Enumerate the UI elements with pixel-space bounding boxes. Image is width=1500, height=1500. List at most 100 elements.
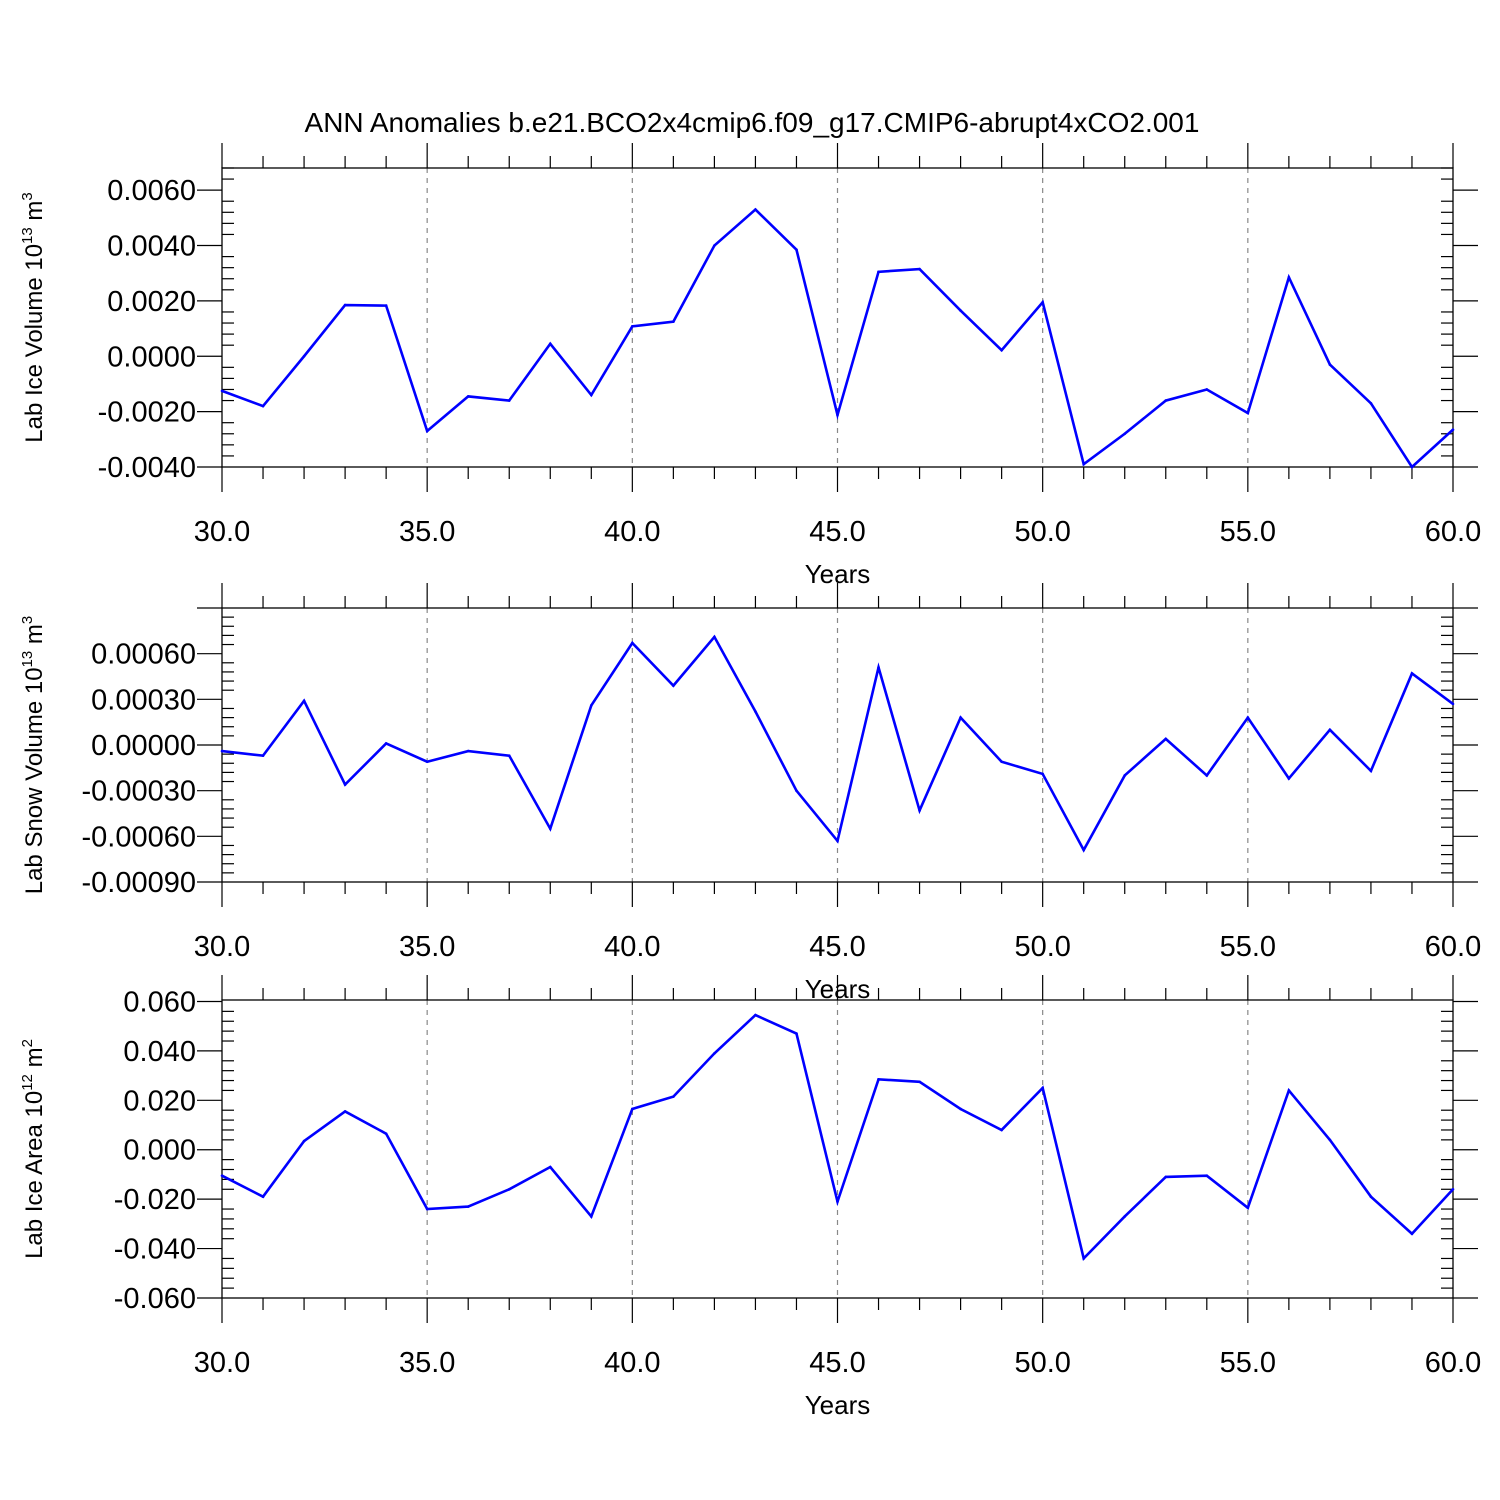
y-label-text: Lab Ice Area 10 [21,1091,48,1259]
y-tick-label: 0.0040 [107,231,196,263]
x-tick-label: 60.0 [1425,931,1481,963]
data-point [1164,1175,1168,1179]
y-label-text: m [21,201,48,228]
data-point [877,666,880,669]
x-tick-label: 35.0 [399,1347,455,1379]
data-point [795,1032,798,1035]
data-point [672,320,675,323]
data-point [1287,1089,1291,1092]
x-tick-label: 35.0 [399,931,455,963]
data-point [631,641,634,645]
data-point [1369,769,1373,773]
data-point [302,699,306,703]
data-point [1123,1215,1127,1218]
data-point [1082,848,1085,852]
data-point [507,399,511,402]
data-point [959,716,962,719]
data-point [1451,428,1455,431]
data-point [590,393,593,397]
y-tick-label: -0.0020 [98,397,196,429]
y-axis-label: Lab Snow Volume 1013 m3 [19,616,48,895]
chart-title: ANN Anomalies b.e21.BCO2x4cmip6.f09_g17.… [305,107,1200,138]
data-point [384,742,388,745]
y-label-text: Lab Snow Volume 10 [21,667,48,894]
x-tick-label: 50.0 [1014,516,1070,548]
data-point [1410,465,1414,469]
data-point [220,749,224,753]
data-point [1041,300,1044,304]
data-point [631,1107,634,1111]
x-tick-label: 60.0 [1425,516,1481,548]
data-point [261,1195,265,1198]
x-tick-label: 55.0 [1220,516,1276,548]
data-point [507,1187,511,1191]
y-tick-label: 0.0060 [107,175,196,207]
data-point [959,309,962,312]
data-point [261,754,265,757]
y-axis-label: Lab Ice Volume 1013 m3 [19,192,48,443]
data-point [918,809,921,812]
data-point [343,783,347,786]
data-point [343,1110,347,1113]
data-point [1164,737,1168,741]
data-point [548,1165,552,1169]
y-tick-label: -0.00090 [82,867,197,899]
data-point [1451,702,1455,706]
x-tick-label: 45.0 [809,931,865,963]
data-point [713,244,716,247]
y-tick-label: -0.0040 [98,452,196,484]
data-point [836,1200,839,1203]
data-point [918,267,921,271]
data-point [1287,777,1291,780]
data-point [1082,1257,1085,1260]
data-point [1410,1232,1414,1236]
y-label-superscript: 3 [19,192,36,200]
data-point [507,754,511,757]
panel-2: -0.00090 -0.00060 -0.00030 0.00000 0.00030 0.… [19,583,1481,1004]
data-point [425,760,429,764]
panel-3: -0.060 -0.040 -0.020 0.000 0.020 0.040 0.060 30… [19,975,1481,1420]
data-point [466,1205,470,1208]
y-label-text: m [21,1047,48,1074]
y-tick-label: 0.040 [123,1036,196,1068]
data-point [425,1207,429,1211]
x-tick-label: 35.0 [399,516,455,548]
y-tick-label: -0.040 [114,1234,196,1266]
y-label-superscript: 13 [19,651,36,668]
y-label-superscript: 13 [19,227,36,244]
y-label-superscript: 2 [19,1039,36,1047]
data-point [1328,728,1332,732]
y-tick-label: -0.060 [114,1283,196,1315]
y-label-text: Lab Ice Volume 10 [21,244,48,443]
x-tick-label: 40.0 [604,1347,660,1379]
x-tick-label: 60.0 [1425,1347,1481,1379]
data-point [220,389,224,393]
x-tick-label: 45.0 [809,516,865,548]
x-tick-label: 55.0 [1220,931,1276,963]
data-point [343,303,347,307]
data-point [1164,399,1168,402]
data-point [220,1174,224,1177]
data-point [672,684,675,687]
y-tick-label: 0.00000 [91,730,196,762]
data-point [466,749,470,753]
data-point [1246,1206,1250,1210]
data-point [877,270,880,274]
data-point [466,395,470,398]
data-point [1246,716,1250,719]
data-point [1123,432,1127,436]
data-point [1369,402,1373,405]
data-point [1287,276,1291,279]
x-tick-label: 40.0 [604,516,660,548]
y-tick-label: 0.00060 [91,639,196,671]
y-label-superscript: 12 [19,1074,36,1091]
data-point [1328,1138,1332,1142]
data-point [1205,388,1209,391]
x-tick-label: 30.0 [194,1347,250,1379]
data-point [1205,774,1209,777]
y-tick-label: 0.000 [123,1135,196,1167]
data-point [1205,1174,1209,1177]
x-tick-label: 30.0 [194,516,250,548]
data-point [1041,1086,1044,1090]
